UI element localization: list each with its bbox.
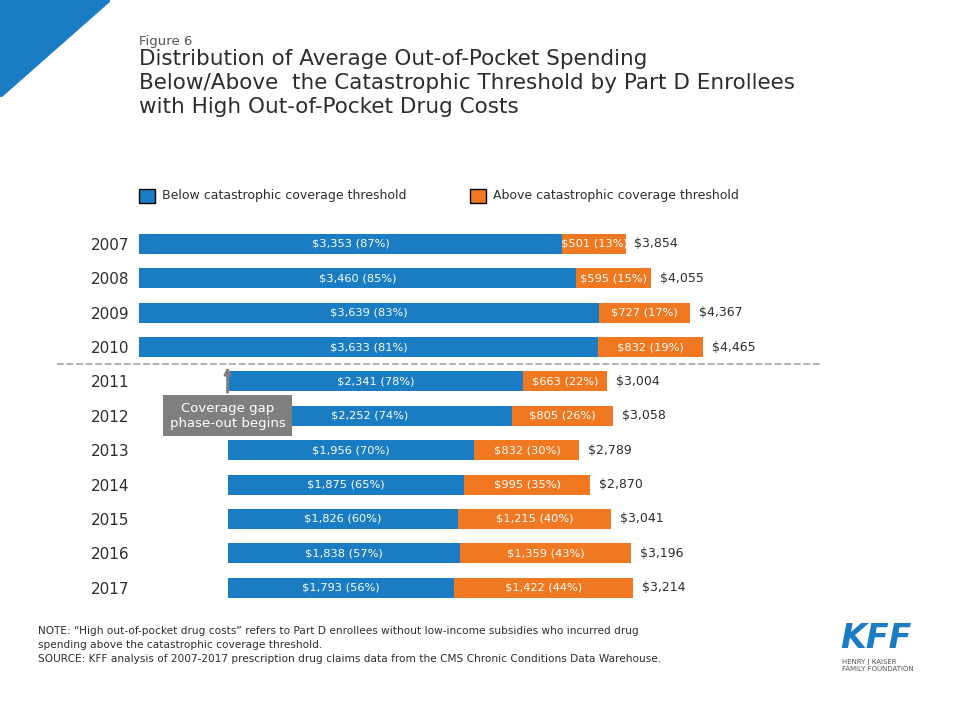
Text: $1,826 (60%): $1,826 (60%) <box>304 514 381 524</box>
Text: $1,838 (57%): $1,838 (57%) <box>304 549 382 559</box>
Text: $3,214: $3,214 <box>642 581 685 594</box>
Text: $2,789: $2,789 <box>588 444 632 456</box>
Bar <box>228 474 465 495</box>
Bar <box>139 337 598 357</box>
Bar <box>228 544 460 563</box>
Text: $3,854: $3,854 <box>635 238 679 251</box>
Text: $4,367: $4,367 <box>699 306 743 319</box>
Text: Figure 6: Figure 6 <box>139 35 193 48</box>
Text: $832 (30%): $832 (30%) <box>493 445 561 455</box>
Text: $1,215 (40%): $1,215 (40%) <box>496 514 573 524</box>
Text: $663 (22%): $663 (22%) <box>532 377 598 387</box>
Bar <box>512 406 613 426</box>
Bar <box>563 234 626 254</box>
Bar <box>460 544 631 563</box>
Text: $3,460 (85%): $3,460 (85%) <box>319 273 396 283</box>
Text: $3,639 (83%): $3,639 (83%) <box>330 307 408 318</box>
Bar <box>228 509 458 529</box>
Text: $1,422 (44%): $1,422 (44%) <box>505 582 582 593</box>
Bar <box>465 474 589 495</box>
Text: KFF: KFF <box>840 622 911 655</box>
Bar <box>228 577 454 598</box>
Text: $3,004: $3,004 <box>615 375 660 388</box>
Text: $3,058: $3,058 <box>622 409 666 423</box>
Text: $4,465: $4,465 <box>711 341 756 354</box>
Text: $501 (13%): $501 (13%) <box>561 239 628 249</box>
Text: $1,793 (56%): $1,793 (56%) <box>301 582 379 593</box>
Text: $3,196: $3,196 <box>640 547 684 560</box>
Text: $2,870: $2,870 <box>599 478 642 491</box>
Bar <box>458 509 612 529</box>
Text: $805 (26%): $805 (26%) <box>529 411 596 420</box>
Text: $995 (35%): $995 (35%) <box>493 480 561 490</box>
Text: $3,041: $3,041 <box>620 513 664 526</box>
Bar <box>228 440 474 460</box>
Text: Coverage gap
phase-out begins: Coverage gap phase-out begins <box>170 370 285 430</box>
Text: $2,341 (78%): $2,341 (78%) <box>337 377 414 387</box>
Text: $2,252 (74%): $2,252 (74%) <box>331 411 408 420</box>
Text: $727 (17%): $727 (17%) <box>611 307 678 318</box>
Text: $1,875 (65%): $1,875 (65%) <box>307 480 385 490</box>
Bar <box>576 269 651 288</box>
Bar <box>228 372 523 392</box>
Text: $832 (19%): $832 (19%) <box>617 342 684 352</box>
Bar <box>523 372 607 392</box>
Polygon shape <box>0 0 110 97</box>
Bar <box>139 269 576 288</box>
Text: $3,353 (87%): $3,353 (87%) <box>312 239 390 249</box>
Bar <box>139 234 563 254</box>
Text: NOTE: “High out-of-pocket drug costs” refers to Part D enrollees without low-inc: NOTE: “High out-of-pocket drug costs” re… <box>38 626 661 664</box>
Bar <box>228 406 512 426</box>
Bar <box>598 337 703 357</box>
Bar <box>474 440 580 460</box>
Text: $1,956 (70%): $1,956 (70%) <box>312 445 390 455</box>
Text: $1,359 (43%): $1,359 (43%) <box>507 549 584 559</box>
Text: $4,055: $4,055 <box>660 271 704 284</box>
Text: Distribution of Average Out-of-Pocket Spending
Below/Above  the Catastrophic Thr: Distribution of Average Out-of-Pocket Sp… <box>139 49 795 117</box>
Text: $595 (15%): $595 (15%) <box>580 273 647 283</box>
Text: $3,633 (81%): $3,633 (81%) <box>329 342 407 352</box>
Bar <box>598 302 690 323</box>
Text: Below catastrophic coverage threshold: Below catastrophic coverage threshold <box>162 189 407 202</box>
Text: HENRY J KAISER
FAMILY FOUNDATION: HENRY J KAISER FAMILY FOUNDATION <box>842 659 914 672</box>
Bar <box>454 577 634 598</box>
Bar <box>139 302 598 323</box>
Text: Above catastrophic coverage threshold: Above catastrophic coverage threshold <box>493 189 739 202</box>
